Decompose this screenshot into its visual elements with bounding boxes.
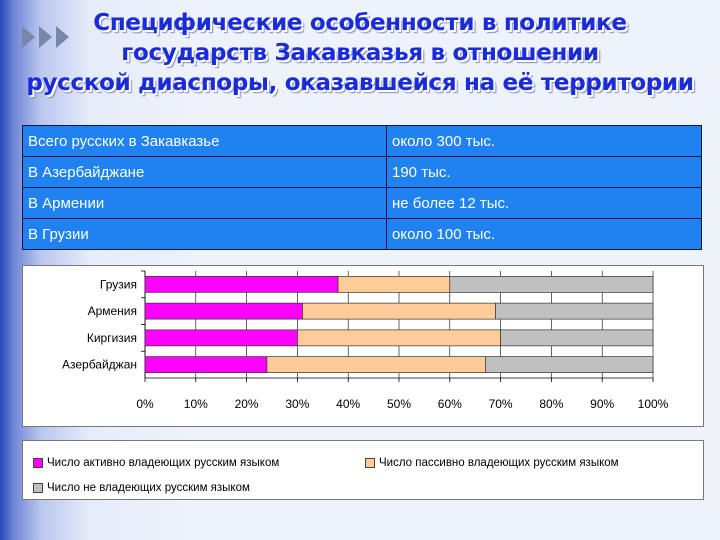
y-tick-label: Армения: [88, 304, 137, 318]
x-tick-label: 70%: [489, 397, 513, 411]
table-cell-value: около 100 тыс.: [386, 218, 702, 250]
x-tick-label: 100%: [638, 397, 669, 411]
slide-title-line-3: русской диаспоры, оказавшейся на её терр…: [26, 70, 694, 96]
legend-item-none: Число не владеющих русским языком: [33, 482, 250, 494]
arrow-icon: [39, 26, 52, 48]
bar-segment: [485, 356, 654, 373]
table-cell-value: не более 12 тыс.: [386, 187, 702, 219]
arrow-icon: [22, 26, 35, 48]
title-arrows: [22, 26, 69, 48]
table-cell-label: В Грузии: [22, 218, 387, 250]
x-tick-label: 20%: [235, 397, 259, 411]
bar-segment: [297, 329, 501, 347]
legend-swatch: [33, 458, 43, 468]
chart-area: 0% 10% 20% 30% 40% 50% 60% 70% 80% 90% 100% Грузия А…: [22, 265, 704, 427]
legend-item-active: Число активно владеющих русским языком: [33, 457, 279, 469]
bar-segment: [495, 302, 654, 320]
bar-segment: [144, 302, 303, 320]
chart-legend: Число активно владеющих русским языком Ч…: [22, 440, 704, 500]
x-tick-label: 60%: [438, 397, 462, 411]
stacked-bar-chart: 0% 10% 20% 30% 40% 50% 60% 70% 80% 90% 100% Грузия А…: [62, 270, 669, 411]
table-cell-label: В Азербайджане: [22, 156, 387, 188]
x-tick-label: 10%: [184, 397, 208, 411]
y-tick-label: Азербайджан: [62, 358, 137, 372]
bar-segment: [266, 356, 486, 373]
slide-title-line-2: государств Закавказья в отношении: [121, 40, 599, 66]
table-row: В Азербайджане 190 тыс.: [22, 156, 702, 188]
x-tick-label: 0%: [136, 397, 154, 411]
bar-segment: [302, 302, 496, 320]
bar-segment: [449, 276, 654, 293]
table-cell-value: около 300 тыс.: [386, 125, 702, 157]
legend-item-passive: Число пассивно владеющих русским языком: [365, 457, 619, 469]
bar-segment: [500, 329, 654, 347]
table-row: Всего русских в Закавказье около 300 тыс…: [22, 125, 702, 157]
bar-segment: [337, 276, 451, 293]
table-row: В Грузии около 100 тыс.: [22, 218, 702, 250]
y-tick-label: Грузия: [100, 277, 137, 291]
legend-label: Число активно владеющих русским языком: [47, 457, 280, 469]
arrow-icon: [56, 26, 69, 48]
x-tick-label: 50%: [387, 397, 411, 411]
slide-title-line-1: Специфические особенности в политике: [93, 10, 627, 36]
table-cell-label: Всего русских в Закавказье: [22, 125, 387, 157]
table-cell-value: 190 тыс.: [386, 156, 702, 188]
x-tick-label: 30%: [285, 397, 309, 411]
table-row: В Армении не более 12 тыс.: [22, 187, 702, 219]
x-tick-label: 40%: [336, 397, 360, 411]
legend-swatch: [33, 483, 43, 493]
bar-segment: [144, 356, 268, 373]
legend-label: Число не владеющих русским языком: [47, 482, 250, 494]
slide-title: Специфические особенности в политике гос…: [0, 8, 720, 98]
y-tick-label: Киргизия: [87, 331, 137, 345]
population-table: Всего русских в Закавказье около 300 тыс…: [22, 125, 702, 250]
x-tick-label: 80%: [539, 397, 563, 411]
bar-segment: [144, 276, 339, 293]
legend-label: Число пассивно владеющих русским языком: [379, 457, 619, 469]
legend-swatch: [365, 458, 375, 468]
bar-segment: [144, 329, 298, 347]
x-tick-label: 90%: [590, 397, 614, 411]
table-cell-label: В Армении: [22, 187, 387, 219]
